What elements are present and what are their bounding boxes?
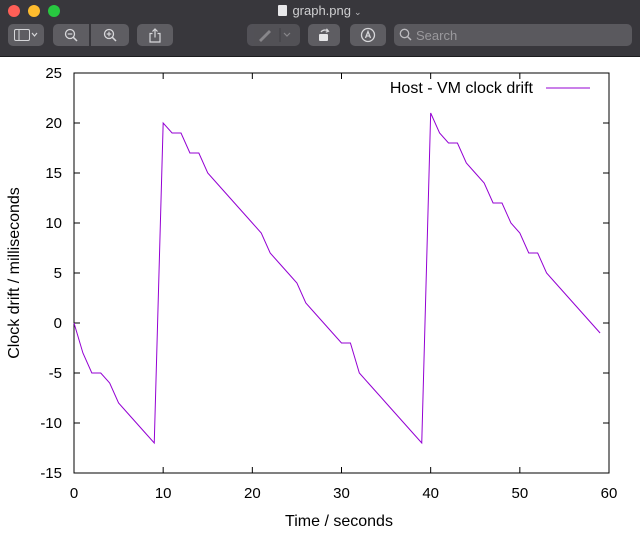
window-title[interactable]: graph.png ⌄ [0,3,640,20]
legend-label: Host - VM clock drift [390,80,534,97]
y-tick-labels: -15 -10 -5 0 5 10 15 20 25 [40,65,62,482]
series-line-host-vm-drift [73,112,601,445]
x-tick-label: 20 [244,485,261,502]
window-titlebar: graph.png ⌄ [0,0,640,57]
x-tick-label: 10 [155,485,172,502]
x-tick-label: 60 [601,485,618,502]
zoom-in-button[interactable] [91,24,129,46]
document-icon [278,5,288,16]
zoom-out-button[interactable] [53,24,89,46]
line-chart: -15 -10 -5 0 5 10 15 20 25 0 10 20 30 40 50 60 Clock d… [6,65,618,530]
x-tick-label: 50 [511,485,528,502]
image-canvas: -15 -10 -5 0 5 10 15 20 25 0 10 20 30 40 50 60 Clock d… [0,57,640,536]
markup-toolbar-button[interactable] [350,24,386,46]
y-tick-label: 25 [45,65,62,82]
zoom-in-icon [103,28,117,42]
y-axis-label: Clock drift / milliseconds [6,187,23,359]
search-input[interactable] [416,26,616,44]
y-tick-label: 5 [54,265,62,282]
y-tick-label: 20 [45,115,62,132]
legend: Host - VM clock drift [390,80,590,97]
x-tick-labels: 0 10 20 30 40 50 60 [70,485,618,502]
y-tick-label: -15 [40,465,62,482]
rotate-button[interactable] [308,24,340,46]
y-tick-label: -10 [40,415,62,432]
zoom-window-button[interactable] [48,5,60,17]
share-button[interactable] [137,24,173,46]
x-axis-label: Time / seconds [285,513,393,530]
axis-ticks [73,72,610,474]
x-tick-label: 0 [70,485,78,502]
close-window-button[interactable] [8,5,20,17]
plot-frame [73,72,610,474]
y-tick-label: 10 [45,215,62,232]
zoom-out-icon [64,28,78,42]
chevron-down-icon: ⌄ [354,7,362,17]
search-field[interactable] [394,24,632,46]
window-title-text: graph.png [292,3,351,18]
x-tick-label: 40 [422,485,439,502]
pen-icon [258,28,290,42]
markup-pen-button[interactable] [247,24,300,46]
search-icon [399,28,412,41]
y-tick-label: 0 [54,315,62,332]
y-tick-label: -5 [49,365,62,382]
minimize-window-button[interactable] [28,5,40,17]
x-tick-label: 30 [333,485,350,502]
share-icon [149,27,161,43]
markup-circle-icon [360,27,376,43]
sidebar-button[interactable] [8,24,44,46]
sidebar-icon [14,29,38,41]
rotate-icon [319,28,330,41]
y-tick-label: 15 [45,165,62,182]
